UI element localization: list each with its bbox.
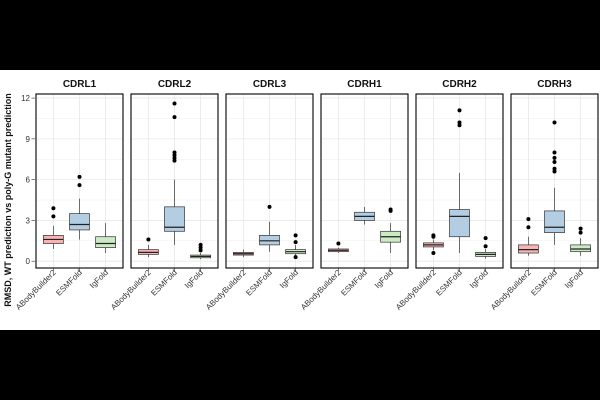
outlier-point [146, 237, 151, 242]
panel-title: CDRL1 [63, 79, 97, 90]
panel-border [510, 93, 599, 269]
y-axis: 0 3 6 9 12 [21, 94, 35, 266]
outlier-point [483, 236, 488, 241]
outlier-point [457, 108, 462, 113]
box-igfold [570, 226, 591, 256]
y-tick-label: 6 [26, 176, 31, 185]
box-iqr [95, 236, 116, 248]
outlier-point [552, 150, 557, 155]
box-igfold [380, 207, 401, 254]
box-igfold [95, 223, 116, 254]
box-esmfold [164, 101, 185, 245]
y-tick-label: 3 [26, 216, 31, 225]
y-axis-label: RMSD, WT prediction vs poly-G mutant pre… [3, 93, 13, 307]
outlier-point [431, 233, 436, 238]
outlier-point [77, 183, 82, 188]
outlier-point [552, 159, 557, 164]
box-esmfold [449, 108, 470, 254]
outlier-point [552, 120, 557, 125]
outlier-point [293, 255, 298, 260]
box-iqr [69, 213, 90, 231]
panel-title: CDRL2 [158, 79, 192, 90]
outlier-point [578, 226, 583, 231]
box-esmfold [354, 206, 375, 225]
box-esmfold [544, 120, 565, 245]
box-abodybuilder2 [138, 237, 159, 258]
outlier-point [51, 214, 56, 219]
outlier-point [293, 240, 298, 245]
outlier-point [578, 230, 583, 235]
y-tick-label: 0 [26, 257, 31, 266]
panel-title: CDRL3 [253, 79, 287, 90]
box-iqr [544, 210, 565, 234]
box-abodybuilder2 [233, 249, 254, 258]
y-tick-label: 9 [26, 135, 31, 144]
panel-border [225, 93, 314, 269]
box-igfold [285, 233, 306, 260]
panel-border [130, 93, 219, 269]
box-abodybuilder2 [518, 217, 539, 256]
outlier-point [198, 242, 203, 247]
outlier-point [431, 251, 436, 256]
panel-border [415, 93, 504, 269]
y-tick-label: 12 [21, 94, 30, 103]
box-abodybuilder2 [328, 241, 349, 254]
box-iqr [164, 206, 185, 232]
outlier-point [526, 217, 531, 222]
box-abodybuilder2 [423, 233, 444, 256]
outlier-point [552, 155, 557, 160]
box-igfold [475, 236, 496, 259]
box-esmfold [69, 174, 90, 240]
outlier-point [172, 115, 177, 120]
box-iqr [449, 209, 470, 238]
outlier-point [172, 150, 177, 155]
outlier-point [77, 174, 82, 179]
outlier-point [293, 233, 298, 238]
outlier-point [457, 120, 462, 125]
box-iqr [259, 235, 280, 246]
outlier-point [483, 244, 488, 249]
outlier-point [172, 101, 177, 106]
outlier-point [51, 206, 56, 211]
outlier-point [267, 204, 272, 209]
outlier-point [336, 241, 341, 246]
box-igfold [190, 242, 211, 260]
panel-border [35, 93, 124, 269]
outlier-point [388, 207, 393, 212]
box-iqr [570, 244, 591, 253]
panel-title: CDRH3 [537, 79, 572, 90]
outlier-point [526, 225, 531, 230]
box-esmfold [259, 204, 280, 252]
outlier-point [552, 166, 557, 171]
box-iqr [518, 244, 539, 254]
box-abodybuilder2 [43, 206, 64, 249]
panel-title: CDRH1 [347, 79, 382, 90]
panel-border [320, 93, 409, 269]
panel-title: CDRH2 [442, 79, 477, 90]
